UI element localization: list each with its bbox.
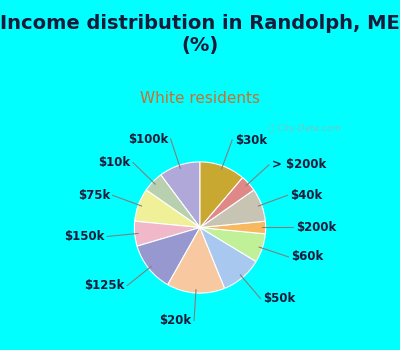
Wedge shape: [146, 175, 200, 228]
Wedge shape: [200, 221, 266, 234]
Wedge shape: [200, 228, 256, 288]
Wedge shape: [134, 221, 200, 246]
Wedge shape: [168, 228, 225, 293]
Text: ⓘ City-Data.com: ⓘ City-Data.com: [269, 124, 341, 133]
Text: $150k: $150k: [64, 230, 105, 243]
Text: $125k: $125k: [84, 279, 124, 292]
Text: $40k: $40k: [290, 189, 322, 202]
Wedge shape: [200, 162, 242, 228]
Text: $100k: $100k: [128, 133, 168, 146]
Text: $20k: $20k: [159, 314, 192, 327]
Text: $200k: $200k: [296, 221, 336, 234]
Wedge shape: [135, 190, 200, 228]
Text: $60k: $60k: [291, 250, 323, 263]
Text: $50k: $50k: [263, 292, 295, 305]
Text: Income distribution in Randolph, ME
(%): Income distribution in Randolph, ME (%): [0, 14, 400, 55]
Text: White residents: White residents: [140, 91, 260, 106]
Text: > $200k: > $200k: [272, 158, 326, 172]
Wedge shape: [200, 190, 265, 228]
Wedge shape: [200, 177, 254, 228]
Text: $10k: $10k: [98, 156, 130, 169]
Wedge shape: [161, 162, 200, 228]
Wedge shape: [200, 228, 265, 261]
Text: $75k: $75k: [78, 189, 110, 202]
Wedge shape: [137, 228, 200, 285]
Text: $30k: $30k: [235, 134, 267, 147]
